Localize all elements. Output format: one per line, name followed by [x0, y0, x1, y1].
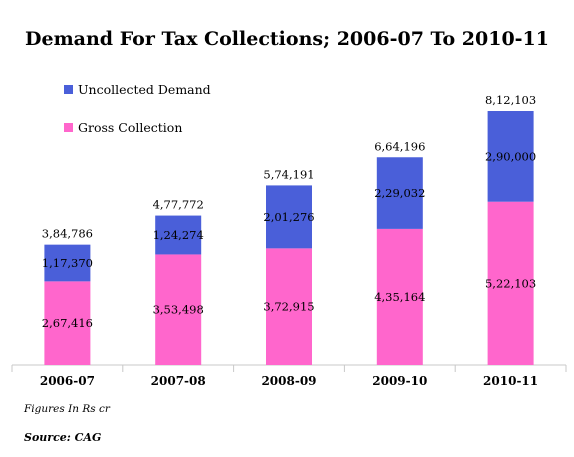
- total-label-2009-10: 6,64,196: [374, 139, 425, 153]
- total-label-2008-09: 5,74,191: [263, 167, 314, 181]
- bar-uncollected-demand-2007-08: [155, 215, 202, 255]
- legend-label-gross-collection: Gross Collection: [78, 119, 183, 135]
- legend-label-uncollected-demand: Uncollected Demand: [78, 81, 211, 97]
- legend-swatch-gross-collection: [64, 122, 73, 132]
- bar-uncollected-demand-2008-09: [266, 185, 312, 249]
- total-label-2010-11: 8,12,103: [485, 93, 536, 107]
- data-label-uncollected-demand-2010-11: 2,90,000: [485, 149, 536, 163]
- bar-gross-collection-2007-08: [155, 254, 202, 365]
- data-label-uncollected-demand-2009-10: 2,29,032: [374, 186, 425, 200]
- data-label-uncollected-demand-2007-08: 1,24,274: [153, 228, 204, 242]
- total-label-2006-07: 3,84,786: [42, 227, 93, 241]
- bar-gross-collection-2009-10: [376, 228, 423, 365]
- x-tick-label-2006-07: 2006-07: [40, 374, 95, 388]
- bar-gross-collection-2006-07: [44, 281, 91, 365]
- figures-note: Figures In Rs cr: [24, 403, 110, 415]
- data-label-gross-collection-2007-08: 3,53,498: [153, 303, 204, 317]
- x-tick-label-2007-08: 2007-08: [151, 374, 206, 388]
- total-label-2007-08: 4,77,772: [153, 198, 204, 212]
- x-tick-label-2009-10: 2009-10: [372, 374, 427, 388]
- bar-gross-collection-2008-09: [266, 248, 312, 365]
- data-label-gross-collection-2010-11: 5,22,103: [485, 276, 536, 290]
- data-label-gross-collection-2008-09: 3,72,915: [263, 300, 314, 314]
- legend-swatch-uncollected-demand: [64, 84, 73, 94]
- legend-item-uncollected-demand: Uncollected Demand: [64, 81, 211, 97]
- bar-uncollected-demand-2006-07: [44, 244, 91, 282]
- bar-uncollected-demand-2009-10: [376, 157, 423, 229]
- bar-gross-collection-2010-11: [487, 201, 534, 365]
- data-label-uncollected-demand-2006-07: 1,17,370: [42, 256, 93, 270]
- data-label-uncollected-demand-2008-09: 2,01,276: [263, 210, 314, 224]
- source-note: Source: CAG: [24, 431, 102, 444]
- x-tick-label-2010-11: 2010-11: [483, 374, 538, 388]
- data-label-gross-collection-2009-10: 4,35,164: [374, 290, 425, 304]
- bar-uncollected-demand-2010-11: [487, 111, 534, 202]
- legend-item-gross-collection: Gross Collection: [64, 119, 183, 135]
- data-label-gross-collection-2006-07: 2,67,416: [42, 316, 93, 330]
- x-tick-label-2008-09: 2008-09: [261, 374, 316, 388]
- chart-title: Demand For Tax Collections; 2006-07 To 2…: [25, 28, 549, 50]
